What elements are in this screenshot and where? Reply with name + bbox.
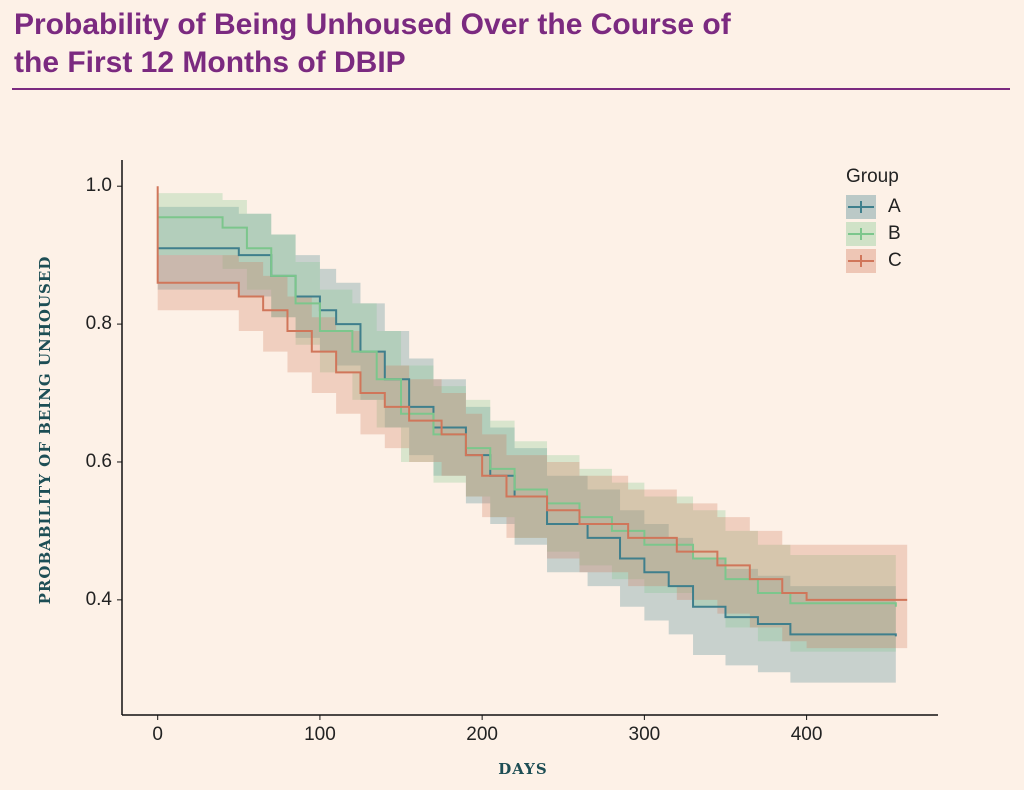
legend-title: Group xyxy=(846,166,899,187)
survival-line xyxy=(156,186,908,601)
confidence-band xyxy=(157,206,896,683)
y-tick-label: 0.6 xyxy=(86,451,112,472)
y-axis-title: PROBABILITY OF BEING UNHOUSED xyxy=(36,256,54,605)
x-tick-label: 200 xyxy=(466,724,498,745)
x-tick-label: 100 xyxy=(304,724,336,745)
title-rule xyxy=(12,88,1010,90)
y-tick-label: 0.8 xyxy=(86,313,112,334)
x-tick-label: 300 xyxy=(629,724,661,745)
y-tick-label: 0.4 xyxy=(86,589,113,610)
confidence-band xyxy=(157,193,896,656)
legend-label: C xyxy=(888,250,902,271)
survival-line xyxy=(157,216,897,607)
y-tick-label: 1.0 xyxy=(86,175,112,196)
x-tick-label: 400 xyxy=(791,724,823,745)
legend-label: A xyxy=(888,196,901,217)
x-tick-label: 0 xyxy=(152,724,163,745)
chart-title: Probability of Being Unhoused Over the C… xyxy=(14,8,731,79)
confidence-band xyxy=(157,186,908,649)
x-axis-title: DAYS xyxy=(498,760,547,778)
legend-label: B xyxy=(888,223,901,244)
